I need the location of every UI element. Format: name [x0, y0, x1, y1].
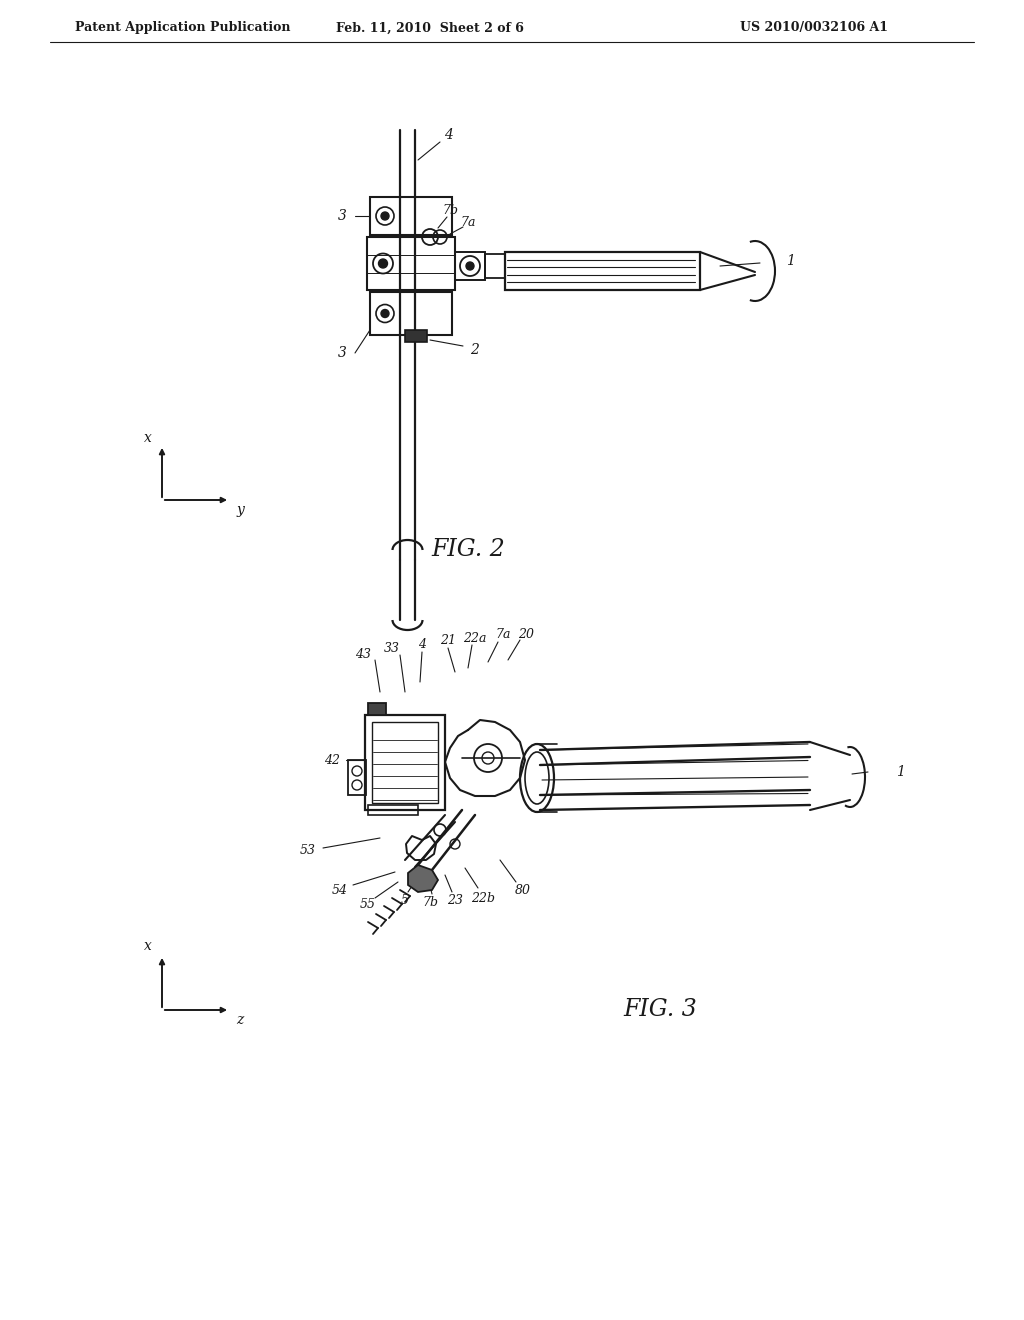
- Text: 53: 53: [300, 843, 316, 857]
- Text: 7b: 7b: [422, 895, 438, 908]
- Text: 1: 1: [896, 766, 904, 779]
- Text: 3: 3: [338, 346, 346, 360]
- Polygon shape: [408, 865, 438, 892]
- Bar: [368, 805, 418, 814]
- Text: 7a: 7a: [496, 628, 511, 642]
- Text: Patent Application Publication: Patent Application Publication: [75, 21, 291, 34]
- Circle shape: [379, 259, 387, 268]
- Text: 42: 42: [324, 754, 340, 767]
- Bar: [370, 292, 452, 335]
- Bar: [365, 715, 445, 810]
- Text: x: x: [144, 939, 152, 953]
- Bar: [370, 197, 452, 235]
- Text: 22b: 22b: [471, 891, 495, 904]
- Text: 21: 21: [440, 634, 456, 647]
- Bar: [348, 760, 366, 795]
- Text: 22a: 22a: [463, 631, 486, 644]
- Text: Feb. 11, 2010  Sheet 2 of 6: Feb. 11, 2010 Sheet 2 of 6: [336, 21, 524, 34]
- Circle shape: [466, 261, 474, 271]
- Text: 7a: 7a: [460, 215, 476, 228]
- Text: 3: 3: [338, 209, 346, 223]
- Bar: [505, 252, 700, 290]
- Text: 80: 80: [515, 883, 531, 896]
- Text: 55: 55: [360, 899, 376, 912]
- Bar: [372, 722, 438, 803]
- Bar: [367, 238, 455, 290]
- Text: 5: 5: [401, 894, 409, 907]
- Bar: [368, 704, 386, 715]
- Circle shape: [381, 213, 389, 220]
- Text: 4: 4: [443, 128, 453, 143]
- Text: FIG. 3: FIG. 3: [624, 998, 697, 1022]
- Text: 4: 4: [418, 638, 426, 651]
- Text: 54: 54: [332, 883, 348, 896]
- Text: 2: 2: [471, 343, 479, 356]
- Text: 20: 20: [518, 627, 534, 640]
- Circle shape: [381, 309, 389, 318]
- Text: 43: 43: [355, 648, 371, 661]
- Text: US 2010/0032106 A1: US 2010/0032106 A1: [740, 21, 888, 34]
- Text: 33: 33: [384, 642, 400, 655]
- Bar: [485, 253, 505, 279]
- Bar: [455, 252, 485, 280]
- Text: 7b: 7b: [442, 203, 458, 216]
- Text: FIG. 2: FIG. 2: [431, 539, 505, 561]
- Text: x: x: [144, 432, 152, 445]
- Text: y: y: [237, 503, 244, 517]
- Bar: [406, 330, 427, 342]
- Text: 1: 1: [785, 253, 795, 268]
- Text: 23: 23: [447, 894, 463, 907]
- Text: z: z: [237, 1012, 244, 1027]
